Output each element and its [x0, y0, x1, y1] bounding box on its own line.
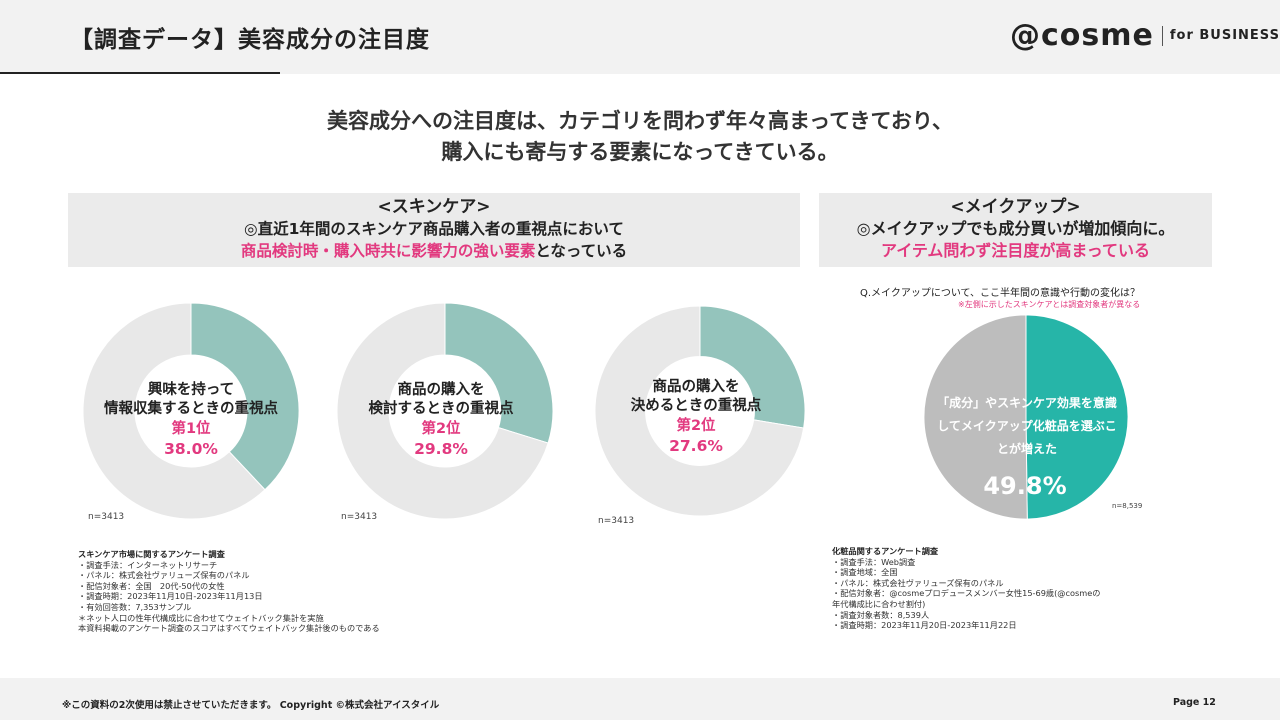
makeup-pie-value: 49.8% [983, 472, 1067, 500]
skincare-panel: <スキンケア> ◎直近1年間のスキンケア商品購入者の重視点において 商品検討時・… [68, 193, 800, 267]
donut-1-label-2: 情報収集するときの重視点 [104, 401, 278, 417]
makeup-pie-label-3: とが増えた [996, 442, 1057, 456]
survey-skincare-line: ・有効回答数：7,353サンプル [78, 601, 192, 612]
skincare-line-3-tail: となっている [535, 242, 628, 260]
makeup-title: <メイクアップ> [950, 197, 1081, 217]
donut-3-label-2: 決めるときの重視点 [630, 398, 762, 414]
donut-1-label-1: 興味を持って [147, 382, 235, 398]
page-number: Page 12 [1173, 697, 1216, 708]
title-underline [0, 72, 280, 74]
pie-slice-highlight [1025, 314, 1129, 520]
survey-notes-makeup: 化粧品関するアンケート調査 ・調査手法：Web調査 ・調査地域：全国 ・パネル：… [832, 546, 1100, 631]
survey-makeup-line: 年代構成比に合わせ割付) [832, 598, 926, 609]
survey-makeup-line: ・配信対象者：@cosmeプロデュースメンバー女性15-69歳(@cosmeの [832, 588, 1101, 599]
skincare-line-2: ◎直近1年間のスキンケア商品購入者の重視点において [244, 220, 624, 238]
donut-1-value: 38.0% [164, 440, 218, 458]
pie-slice-highlight [699, 305, 806, 429]
makeup-line-3: アイテム問わず注目度が高まっている [881, 241, 1150, 260]
cosme-logo: @cosme for BUSINESS [1010, 18, 1280, 53]
makeup-question: Q.メイクアップについて、ここ半年間の意識や行動の変化は？ [860, 288, 1141, 299]
logo-divider [1161, 25, 1163, 46]
donut-chart-3 [594, 305, 806, 517]
survey-skincare-line: ・配信対象者：全国 20代-50代の女性 [78, 580, 225, 591]
survey-makeup-line: ・パネル：株式会社ヴァリューズ保有のパネル [832, 577, 1004, 588]
survey-makeup-line: ・調査地域：全国 [832, 567, 898, 578]
donut-2-label-1: 商品の購入を [397, 382, 485, 398]
survey-skincare-title: スキンケア市場に関するアンケート調査 [78, 549, 225, 559]
logo-sub-text: for BUSINESS [1169, 28, 1280, 43]
makeup-note: ※左側に示したスキンケアとは調査対象者が異なる [958, 300, 1141, 309]
donut-3-n: n=3413 [598, 516, 635, 526]
makeup-pie-label-2: してメイクアップ化粧品を選ぶこ [937, 419, 1117, 433]
pie-slice-rest [82, 302, 266, 520]
makeup-pie-chart [923, 314, 1129, 520]
survey-makeup-line: ・調査手法：Web調査 [832, 556, 916, 567]
pie-slice-rest [594, 305, 805, 517]
donut-2-label-2: 検討するときの重視点 [368, 401, 514, 417]
footer-bar: ※この資料の2次使用は禁止させていただきます。 Copyright ©株式会社ア… [0, 678, 1280, 720]
donut-2-rank: 第2位 [421, 421, 461, 437]
survey-notes-skincare: スキンケア市場に関するアンケート調査 ・調査手法：インターネットリサーチ ・パネ… [78, 549, 380, 634]
donut-3-rank: 第2位 [676, 418, 716, 434]
makeup-pie-label: 「成分」やスキンケア効果を意識 してメイクアップ化粧品を選ぶこ とが増えた [922, 392, 1132, 461]
donut-2-value: 29.8% [414, 440, 468, 458]
donut-chart-2 [336, 302, 554, 520]
survey-skincare-line: ・調査手法：インターネットリサーチ [78, 559, 218, 570]
headline: 美容成分への注目度は、カテゴリを問わず年々高まってきており、 購入にも寄与する要… [0, 106, 1280, 168]
pie-slice-rest [923, 314, 1028, 520]
donut-3-label-1: 商品の購入を [652, 379, 740, 395]
skincare-line-3: 商品検討時・購入時共に影響力の強い要素となっている [68, 240, 800, 262]
donut-1-text: 興味を持って 情報収集するときの重視点 第1位 38.0% [81, 381, 301, 459]
skincare-highlight: 商品検討時・購入時共に影響力の強い要素 [240, 242, 536, 260]
donut-2-n: n=3413 [341, 512, 378, 522]
headline-line-2: 購入にも寄与する要素になってきている。 [441, 140, 839, 164]
copyright-notice: ※この資料の2次使用は禁止させていただきます。 Copyright ©株式会社ア… [62, 700, 440, 711]
header-bar: 【調査データ】美容成分の注目度 @cosme for BUSINESS [0, 0, 1280, 74]
skincare-title: <スキンケア> [377, 197, 491, 217]
donut-3-text: 商品の購入を 決めるときの重視点 第2位 27.6% [586, 378, 806, 456]
survey-skincare-line: ・調査時期：2023年11月10日-2023年11月13日 [78, 591, 263, 602]
makeup-pie-n: n=8,539 [1112, 502, 1143, 510]
donut-2-text: 商品の購入を 検討するときの重視点 第2位 29.8% [331, 381, 551, 459]
pie-slice-highlight [444, 302, 554, 444]
survey-makeup-line: ・調査時期：2023年11月20日-2023年11月22日 [832, 620, 1017, 631]
survey-skincare-line: ＊ネット人口の性年代構成比に合わせてウェイトバック集計を実施 [78, 612, 324, 623]
makeup-line-2: ◎メイクアップでも成分買いが増加傾向に。 [856, 219, 1175, 238]
logo-main-text: @cosme [1010, 18, 1154, 53]
page-title: 【調査データ】美容成分の注目度 [70, 27, 430, 53]
headline-line-1: 美容成分への注目度は、カテゴリを問わず年々高まってきており、 [326, 109, 953, 133]
survey-skincare-line: 本資料掲載のアンケート調査のスコアはすべてウェイトバック集計後のものである [78, 623, 380, 634]
makeup-panel: <メイクアップ> ◎メイクアップでも成分買いが増加傾向に。 アイテム問わず注目度… [819, 193, 1212, 267]
donut-1-n: n=3413 [88, 512, 125, 522]
pie-slice-highlight [190, 302, 300, 491]
survey-makeup-line: ・調査対象者数：8,539人 [832, 609, 930, 620]
survey-makeup-title: 化粧品関するアンケート調査 [832, 546, 939, 556]
survey-skincare-line: ・パネル：株式会社ヴァリューズ保有のパネル [78, 570, 250, 581]
pie-slice-rest [336, 302, 549, 520]
donut-3-value: 27.6% [669, 437, 723, 455]
donut-chart-1 [82, 302, 300, 520]
donut-1-rank: 第1位 [171, 421, 211, 437]
makeup-pie-label-1: 「成分」やスキンケア効果を意識 [937, 396, 1117, 410]
